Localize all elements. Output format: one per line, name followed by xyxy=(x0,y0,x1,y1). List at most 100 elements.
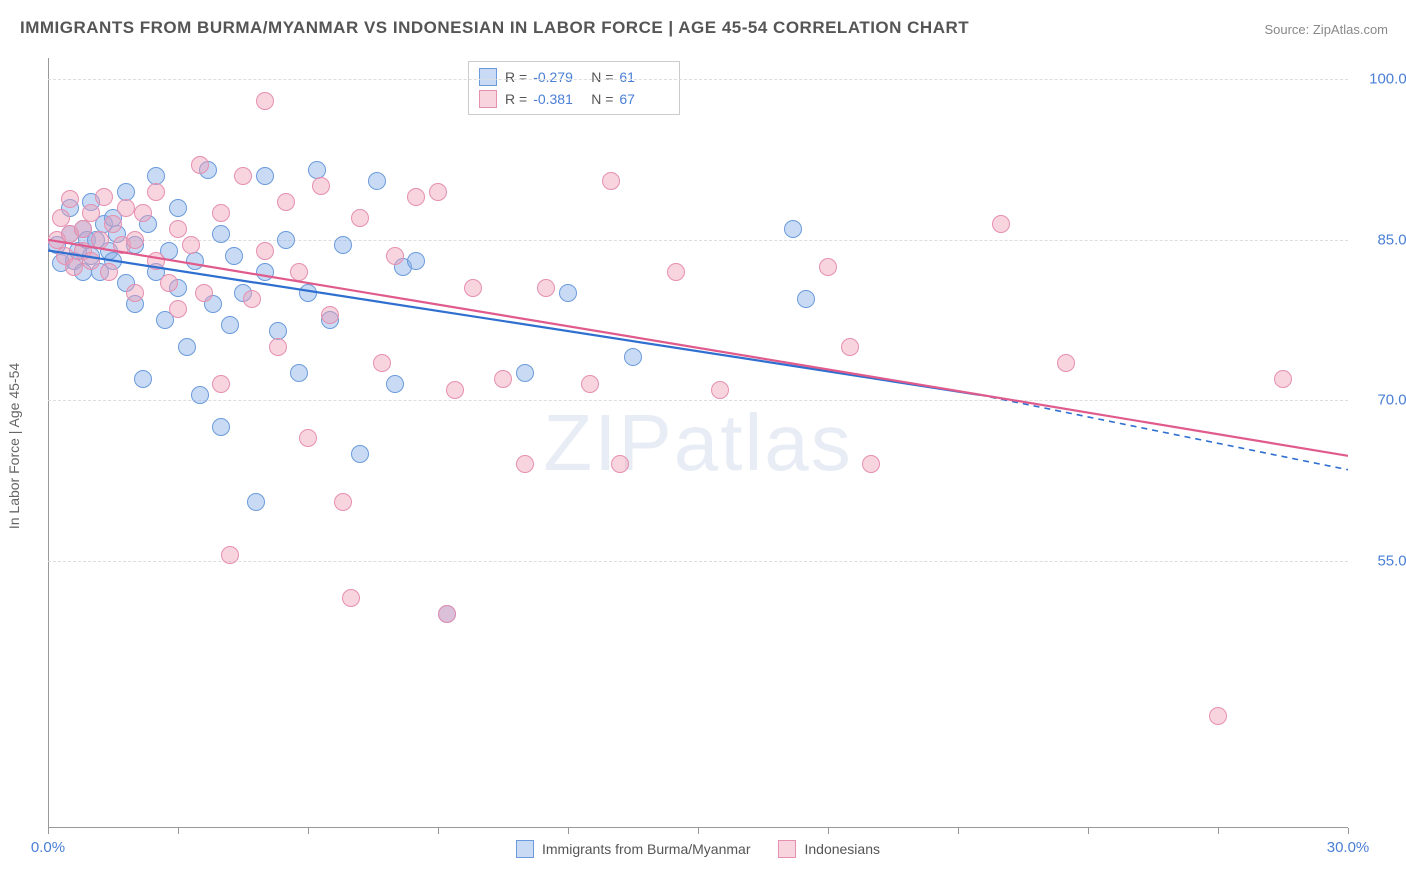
scatter-point-burma xyxy=(277,231,295,249)
legend-swatch-indonesian xyxy=(479,90,497,108)
y-tick-label: 55.0% xyxy=(1360,552,1406,569)
legend-swatch-indonesian xyxy=(778,840,796,858)
scatter-point-indonesian xyxy=(195,284,213,302)
scatter-point-indonesian xyxy=(386,247,404,265)
stat-n-label: N = xyxy=(591,69,613,85)
scatter-point-indonesian xyxy=(82,252,100,270)
scatter-point-indonesian xyxy=(160,274,178,292)
scatter-point-indonesian xyxy=(256,242,274,260)
scatter-point-indonesian xyxy=(169,300,187,318)
scatter-point-burma xyxy=(191,386,209,404)
legend-label-indonesian: Indonesians xyxy=(804,841,880,857)
scatter-point-indonesian xyxy=(992,215,1010,233)
scatter-point-indonesian xyxy=(351,209,369,227)
y-tick-label: 70.0% xyxy=(1360,392,1406,409)
scatter-point-indonesian xyxy=(256,92,274,110)
scatter-point-indonesian xyxy=(862,455,880,473)
scatter-point-burma xyxy=(797,290,815,308)
scatter-point-indonesian xyxy=(221,546,239,564)
scatter-point-indonesian xyxy=(100,263,118,281)
scatter-point-indonesian xyxy=(841,338,859,356)
x-tick-mark xyxy=(438,828,439,834)
scatter-point-indonesian xyxy=(312,177,330,195)
scatter-point-indonesian xyxy=(269,338,287,356)
scatter-point-indonesian xyxy=(1274,370,1292,388)
scatter-point-indonesian xyxy=(373,354,391,372)
scatter-point-indonesian xyxy=(212,204,230,222)
gridline-h xyxy=(48,400,1348,401)
x-tick-mark xyxy=(308,828,309,834)
scatter-point-indonesian xyxy=(1057,354,1075,372)
scatter-point-indonesian xyxy=(1209,707,1227,725)
stat-r-value-indonesian: -0.381 xyxy=(533,91,583,107)
scatter-point-indonesian xyxy=(82,204,100,222)
scatter-point-burma xyxy=(212,225,230,243)
scatter-point-burma xyxy=(178,338,196,356)
y-tick-label: 85.0% xyxy=(1360,231,1406,248)
y-tick-label: 100.0% xyxy=(1360,71,1406,88)
scatter-point-indonesian xyxy=(277,193,295,211)
gridline-h xyxy=(48,79,1348,80)
x-tick-mark xyxy=(1218,828,1219,834)
scatter-point-burma xyxy=(559,284,577,302)
scatter-point-burma xyxy=(134,370,152,388)
legend-swatch-burma xyxy=(516,840,534,858)
scatter-point-burma xyxy=(407,252,425,270)
scatter-point-indonesian xyxy=(581,375,599,393)
y-axis xyxy=(48,58,49,828)
scatter-point-indonesian xyxy=(212,375,230,393)
scatter-point-indonesian xyxy=(182,236,200,254)
legend-item-burma: Immigrants from Burma/Myanmar xyxy=(516,840,750,858)
scatter-point-burma xyxy=(299,284,317,302)
scatter-point-burma xyxy=(225,247,243,265)
plot-area: ZIPatlas R =-0.279N =61R =-0.381N =67 Im… xyxy=(48,58,1348,828)
stat-n-label: N = xyxy=(591,91,613,107)
scatter-point-burma xyxy=(212,418,230,436)
scatter-point-indonesian xyxy=(117,199,135,217)
scatter-point-indonesian xyxy=(342,589,360,607)
scatter-point-indonesian xyxy=(611,455,629,473)
scatter-point-indonesian xyxy=(169,220,187,238)
scatter-point-burma xyxy=(221,316,239,334)
scatter-point-indonesian xyxy=(243,290,261,308)
scatter-point-indonesian xyxy=(438,605,456,623)
scatter-point-indonesian xyxy=(299,429,317,447)
scatter-point-indonesian xyxy=(74,220,92,238)
y-axis-label: In Labor Force | Age 45-54 xyxy=(6,363,22,529)
x-tick-label: 30.0% xyxy=(1327,839,1370,856)
scatter-point-burma xyxy=(186,252,204,270)
x-tick-mark xyxy=(1348,828,1349,834)
x-tick-mark xyxy=(568,828,569,834)
gridline-h xyxy=(48,240,1348,241)
scatter-point-burma xyxy=(256,167,274,185)
scatter-point-indonesian xyxy=(290,263,308,281)
stat-r-value-burma: -0.279 xyxy=(533,69,583,85)
scatter-point-indonesian xyxy=(711,381,729,399)
scatter-point-indonesian xyxy=(191,156,209,174)
trendline-indonesian xyxy=(48,240,1348,456)
scatter-point-indonesian xyxy=(429,183,447,201)
correlation-stats-box: R =-0.279N =61R =-0.381N =67 xyxy=(468,61,680,115)
scatter-point-indonesian xyxy=(334,493,352,511)
stats-row-indonesian: R =-0.381N =67 xyxy=(479,88,669,110)
scatter-point-burma xyxy=(290,364,308,382)
scatter-point-indonesian xyxy=(516,455,534,473)
scatter-point-indonesian xyxy=(134,204,152,222)
scatter-point-indonesian xyxy=(321,306,339,324)
x-tick-mark xyxy=(698,828,699,834)
scatter-point-burma xyxy=(368,172,386,190)
series-legend: Immigrants from Burma/Myanmar Indonesians xyxy=(516,840,880,858)
scatter-point-indonesian xyxy=(446,381,464,399)
legend-item-indonesian: Indonesians xyxy=(778,840,880,858)
trendline-extension-burma xyxy=(980,395,1348,470)
scatter-point-indonesian xyxy=(464,279,482,297)
scatter-point-burma xyxy=(386,375,404,393)
scatter-point-indonesian xyxy=(602,172,620,190)
stat-r-label: R = xyxy=(505,69,527,85)
x-tick-label: 0.0% xyxy=(31,839,65,856)
scatter-point-burma xyxy=(624,348,642,366)
scatter-point-burma xyxy=(334,236,352,254)
scatter-point-indonesian xyxy=(65,258,83,276)
scatter-point-indonesian xyxy=(126,231,144,249)
stat-n-value-indonesian: 67 xyxy=(619,91,669,107)
